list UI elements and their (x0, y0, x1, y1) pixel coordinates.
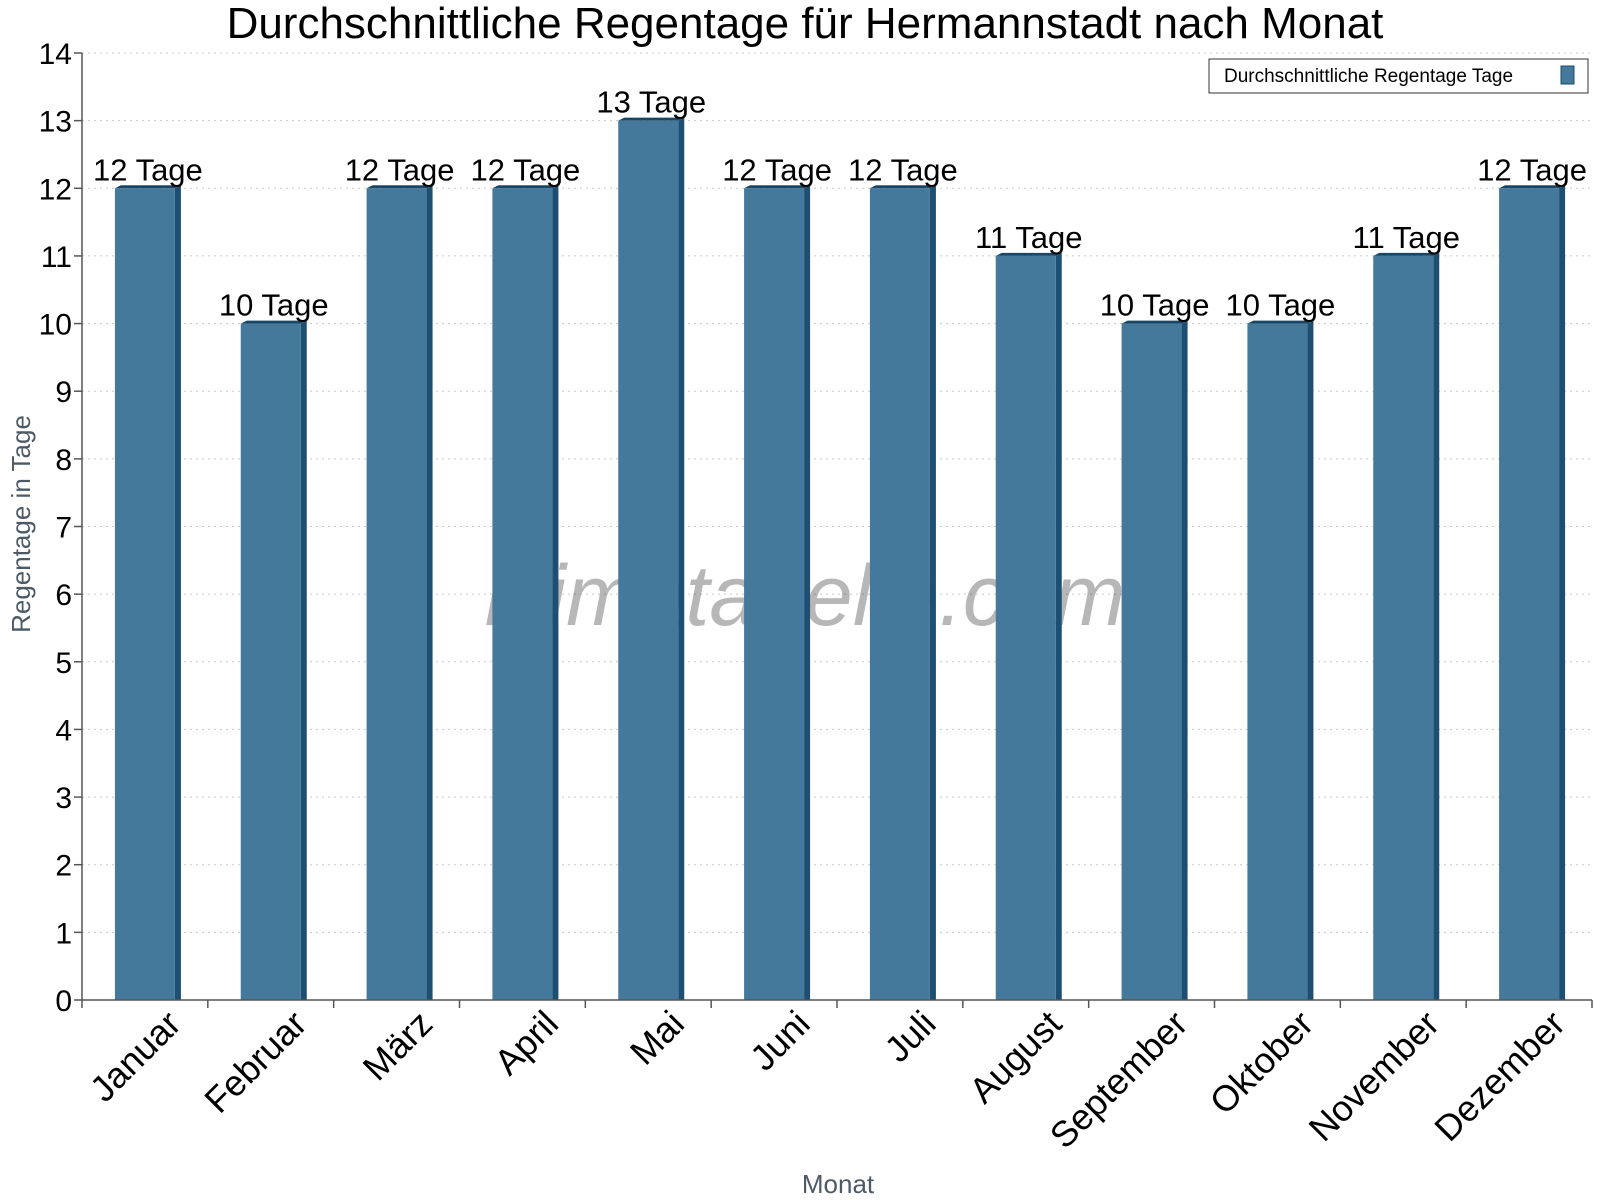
axes (81, 53, 1592, 1001)
x-tick-label: September (1042, 1003, 1196, 1157)
legend-label: Durchschnittliche Regentage Tage (1224, 66, 1513, 87)
bar (995, 255, 1056, 1000)
data-label: 12 Tage (471, 152, 581, 187)
x-axis-ticks: Januar Februar März April Mai Juni Juli AugustS… (81, 1000, 1593, 1157)
legend-swatch (1560, 65, 1575, 85)
y-tick-label: 0 (55, 985, 72, 1018)
data-label: 10 Tage (219, 288, 329, 323)
y-tick-label: 9 (55, 376, 72, 409)
x-tick-label: März (355, 1003, 441, 1089)
x-tick-label: Juni (742, 1003, 818, 1079)
data-label: 10 Tage (1100, 288, 1210, 323)
bar (869, 188, 930, 1001)
data-label: 12 Tage (722, 152, 832, 187)
bar-side (300, 320, 307, 1001)
x-tick-label: Mai (622, 1003, 692, 1073)
bar (1499, 188, 1560, 1001)
bar (1121, 323, 1182, 1001)
bar-top (366, 185, 433, 189)
x-tick-label: Februar (196, 1003, 314, 1121)
data-label: 11 Tage (975, 220, 1082, 255)
bar-side (552, 185, 559, 1001)
bar-side (426, 185, 433, 1001)
bar (1373, 255, 1434, 1000)
y-tick-label: 3 (55, 782, 72, 815)
data-label: 13 Tage (596, 85, 706, 120)
y-tick-label: 6 (55, 579, 72, 612)
gridlines (82, 52, 1592, 933)
x-tick-label: Januar (82, 1003, 189, 1110)
data-label: 12 Tage (93, 152, 203, 187)
x-tick-label: Oktober (1202, 1003, 1322, 1123)
bar-side (1559, 185, 1566, 1001)
bar-top (492, 185, 559, 189)
y-tick-label: 12 (39, 173, 72, 206)
y-tick-label: 4 (55, 714, 72, 747)
x-tick-label: Dezember (1426, 1003, 1572, 1149)
data-label: 10 Tage (1226, 288, 1336, 323)
y-tick-label: 14 (39, 38, 72, 71)
x-axis-title: Monat (802, 1169, 875, 1199)
bar-top (1247, 320, 1314, 324)
bar-side (929, 185, 936, 1001)
bar-side (1055, 252, 1062, 1000)
y-tick-label: 11 (41, 241, 72, 274)
y-tick-label: 10 (39, 309, 72, 342)
data-label: 12 Tage (1477, 152, 1587, 187)
y-tick-label: 1 (55, 917, 72, 950)
bar-top (240, 320, 307, 324)
y-tick-label: 8 (55, 444, 72, 477)
x-tick-label: November (1300, 1003, 1446, 1149)
bar-top (1499, 185, 1566, 189)
bar (1247, 323, 1308, 1001)
bar (366, 188, 427, 1001)
bar-side (1181, 320, 1188, 1001)
x-tick-label: April (486, 1003, 566, 1083)
data-label: 11 Tage (1353, 220, 1460, 255)
bar-side (678, 117, 685, 1000)
bar-top (1373, 252, 1440, 256)
x-tick-label: August (961, 1003, 1069, 1111)
y-tick-label: 5 (55, 647, 72, 680)
bar-top (114, 185, 181, 189)
data-labels: 12 Tage 10 Tage 12 Tage 12 Tage 13 Tage 12 Ta… (93, 85, 1587, 323)
bar (114, 188, 175, 1001)
bars (114, 117, 1566, 1001)
x-tick-label: Juli (876, 1003, 943, 1070)
data-label: 12 Tage (848, 152, 958, 187)
bar-side (174, 185, 181, 1001)
chart-title: Durchschnittliche Regentage für Hermanns… (227, 0, 1384, 48)
bar (744, 188, 805, 1001)
y-axis-title: Regentage in Tage (6, 415, 36, 633)
bar-side (804, 185, 811, 1001)
bar-top (869, 185, 936, 189)
bar-top (618, 117, 685, 121)
bar-top (995, 252, 1062, 256)
y-tick-label: 13 (39, 106, 72, 139)
bar-top (744, 185, 811, 189)
y-tick-label: 2 (55, 850, 72, 883)
bar-top (1121, 320, 1188, 324)
legend: Durchschnittliche Regentage Tage (1208, 58, 1589, 94)
bar (240, 323, 301, 1001)
data-label: 12 Tage (345, 152, 455, 187)
bar-side (1307, 320, 1314, 1001)
bar (618, 120, 679, 1000)
bar-side (1433, 252, 1440, 1000)
legend-box (1208, 58, 1589, 94)
y-tick-label: 7 (55, 512, 72, 545)
bar (492, 188, 553, 1001)
